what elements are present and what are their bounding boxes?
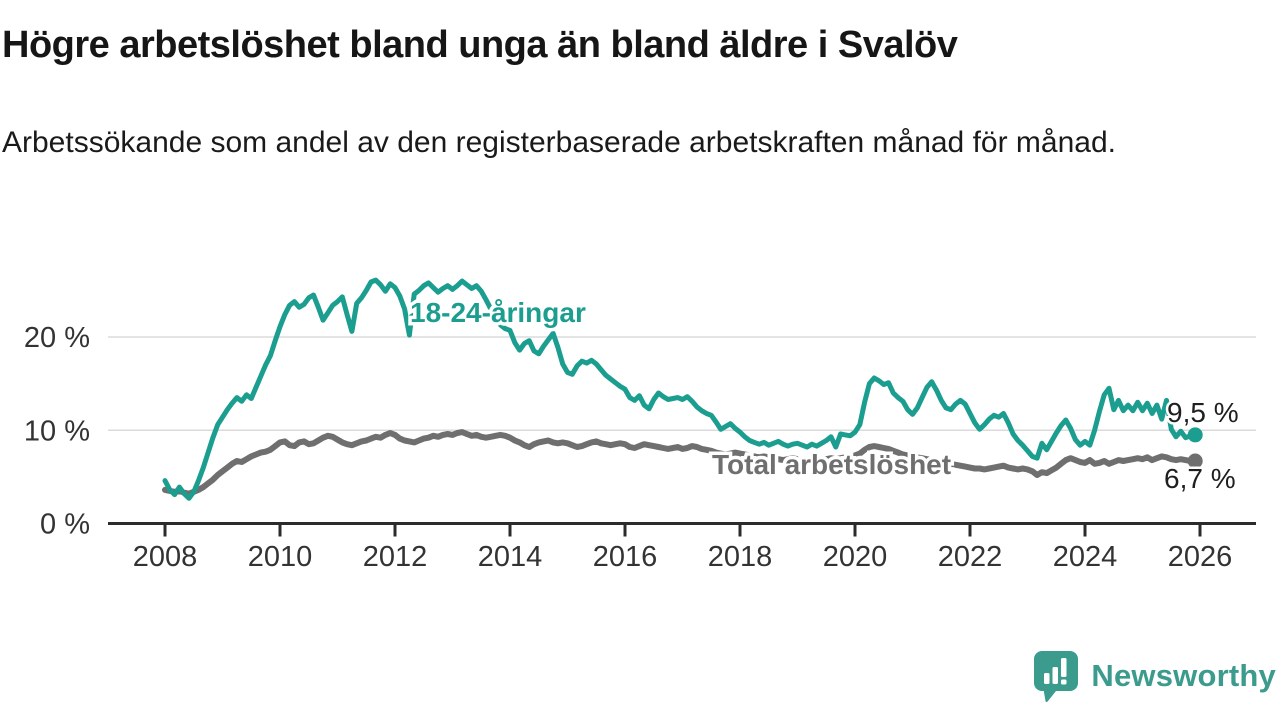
end-dot-total	[1187, 453, 1203, 469]
end-value-youth: 9,5 %	[1167, 397, 1239, 428]
newsworthy-logo[interactable]: Newsworthy	[1033, 650, 1276, 702]
x-tick-label: 2022	[938, 541, 1003, 573]
end-value-total: 6,7 %	[1164, 463, 1236, 494]
x-tick-label: 2026	[1168, 541, 1233, 573]
series-label-youth: 18-24-åringar	[410, 297, 586, 328]
end-dot-youth	[1187, 427, 1203, 443]
y-tick-label: 20 %	[24, 322, 90, 354]
x-tick-label: 2020	[823, 541, 888, 573]
x-tick-label: 2012	[363, 541, 428, 573]
x-tick-label: 2010	[248, 541, 313, 573]
chart-title: Högre arbetslöshet bland unga än bland ä…	[2, 24, 958, 66]
series-end-dots	[1187, 427, 1203, 469]
y-tick-label: 0 %	[40, 509, 90, 541]
chart-subtitle: Arbetssökande som andel av den registerb…	[2, 126, 1116, 159]
series-line-total	[162, 429, 1199, 497]
x-tick-label: 2018	[708, 541, 773, 573]
y-tick-label: 10 %	[24, 415, 90, 447]
series-line-youth	[162, 277, 1198, 501]
x-tick-label: 2008	[133, 541, 198, 573]
y-axis-labels: 0 % 10 % 20 %	[24, 322, 90, 541]
newsworthy-logo-text: Newsworthy	[1091, 658, 1276, 693]
series-label-total: Total arbetslöshet	[712, 449, 951, 480]
x-tick-label: 2016	[593, 541, 658, 573]
x-tick-label: 2024	[1053, 541, 1118, 573]
newsworthy-logo-icon	[1034, 651, 1079, 702]
x-tick-label: 2014	[478, 541, 543, 573]
series-lines	[162, 277, 1199, 501]
x-axis	[108, 522, 1256, 537]
gridlines	[108, 336, 1256, 431]
x-axis-labels: 2008 2010 2012 2014 2016 2018 2020 2022 2024 2026	[133, 541, 1233, 573]
